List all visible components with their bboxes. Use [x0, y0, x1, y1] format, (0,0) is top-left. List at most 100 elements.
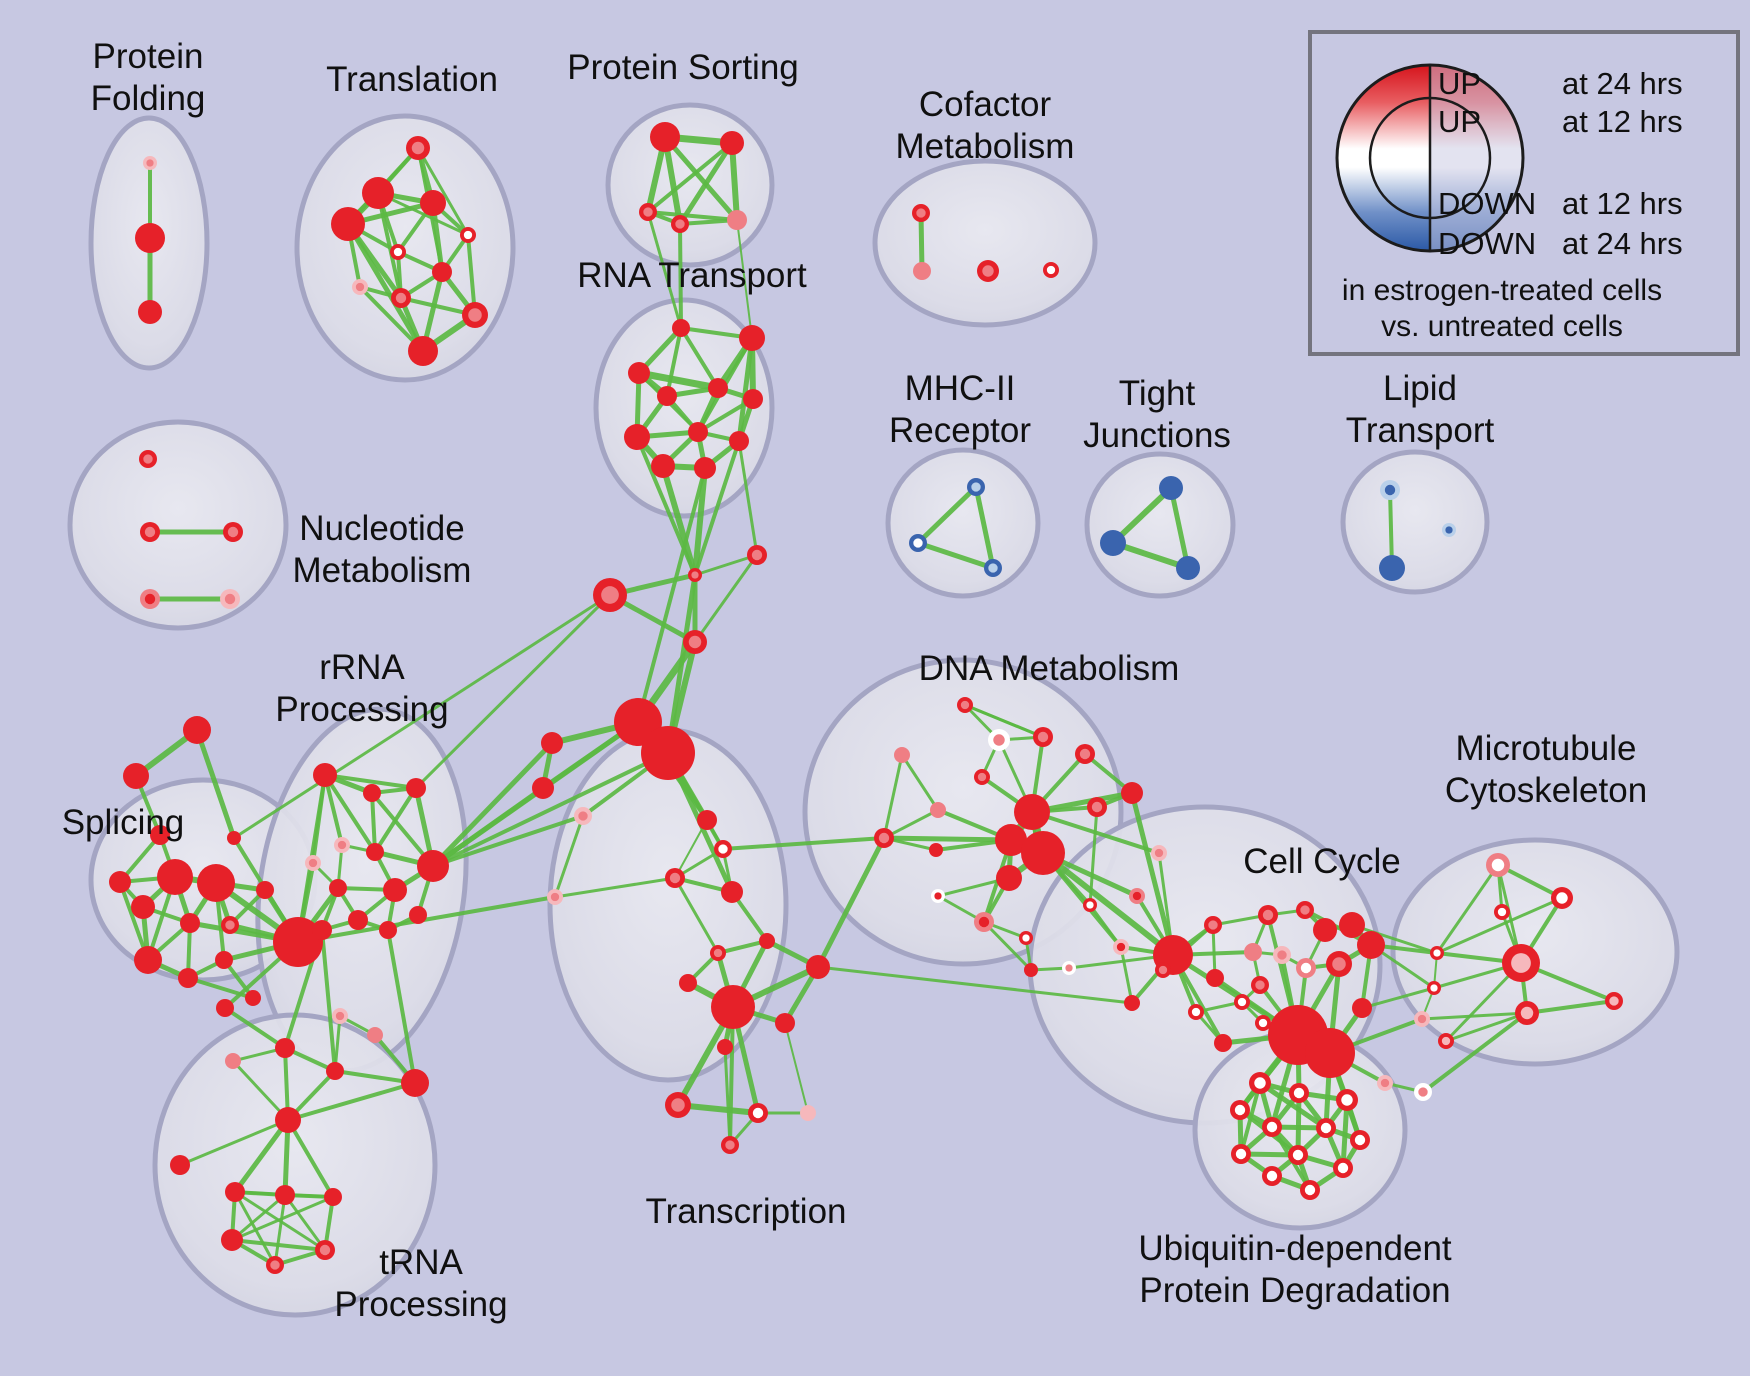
- gene-node-tr8[interactable]: [679, 974, 697, 992]
- gene-node-m1[interactable]: [541, 732, 563, 754]
- gene-node-mh3[interactable]: [984, 559, 1002, 577]
- gene-node-br3[interactable]: [1414, 1011, 1430, 1027]
- gene-node-tr10[interactable]: [711, 985, 755, 1029]
- gene-node-ps3[interactable]: [639, 203, 657, 221]
- gene-node-ps4[interactable]: [671, 215, 689, 233]
- gene-node-rr5[interactable]: [305, 855, 321, 871]
- gene-node-dnx[interactable]: [1124, 995, 1140, 1011]
- gene-node-dn20[interactable]: [957, 697, 973, 713]
- gene-node-tr9[interactable]: [806, 955, 830, 979]
- gene-node-tr3[interactable]: [665, 868, 685, 888]
- gene-node-tl11[interactable]: [408, 336, 438, 366]
- gene-node-sp1[interactable]: [157, 859, 193, 895]
- gene-node-ub5[interactable]: [1262, 1117, 1282, 1137]
- gene-node-rt1[interactable]: [672, 319, 690, 337]
- gene-node-ub11[interactable]: [1262, 1166, 1282, 1186]
- gene-node-m2[interactable]: [532, 777, 554, 799]
- gene-node-tl10[interactable]: [462, 302, 488, 328]
- gene-node-sp10[interactable]: [150, 825, 170, 845]
- gene-node-cc4[interactable]: [1313, 918, 1337, 942]
- gene-node-dn15[interactable]: [1019, 931, 1033, 945]
- gene-node-tr12[interactable]: [775, 1013, 795, 1033]
- gene-node-m3[interactable]: [574, 807, 592, 825]
- gene-node-tl5[interactable]: [460, 227, 476, 243]
- gene-node-rr8[interactable]: [383, 878, 407, 902]
- gene-node-sp_t3[interactable]: [227, 831, 241, 845]
- gene-node-tl6[interactable]: [390, 244, 406, 260]
- gene-node-cf4[interactable]: [1043, 262, 1059, 278]
- gene-node-rr2[interactable]: [363, 784, 381, 802]
- gene-node-mc1[interactable]: [1486, 853, 1510, 877]
- gene-node-rr15[interactable]: [401, 1069, 429, 1097]
- gene-node-dn18[interactable]: [1024, 963, 1038, 977]
- gene-node-rt10[interactable]: [651, 454, 675, 478]
- gene-node-br1[interactable]: [1430, 946, 1444, 960]
- gene-node-cc13[interactable]: [1188, 1004, 1204, 1020]
- gene-node-ub9[interactable]: [1288, 1145, 1308, 1165]
- gene-node-dn16[interactable]: [1083, 898, 1097, 912]
- gene-node-tn1[interactable]: [225, 1182, 245, 1202]
- gene-node-tr7[interactable]: [710, 945, 726, 961]
- gene-node-cc2[interactable]: [1258, 905, 1278, 925]
- gene-node-tr4[interactable]: [721, 881, 743, 903]
- gene-node-dn2[interactable]: [1033, 727, 1053, 747]
- gene-node-tr15[interactable]: [800, 1105, 816, 1121]
- gene-node-mc3[interactable]: [1494, 904, 1510, 920]
- gene-node-dn6[interactable]: [1121, 782, 1143, 804]
- gene-node-ps1[interactable]: [650, 122, 680, 152]
- gene-node-rt8[interactable]: [688, 422, 708, 442]
- gene-node-rt2[interactable]: [739, 325, 765, 351]
- gene-node-tr5[interactable]: [547, 889, 563, 905]
- gene-node-ub3[interactable]: [1336, 1089, 1358, 1111]
- gene-node-dn4[interactable]: [974, 769, 990, 785]
- gene-node-dn_h2[interactable]: [995, 824, 1027, 856]
- gene-node-mc4[interactable]: [1502, 944, 1540, 982]
- gene-node-br5[interactable]: [1377, 1075, 1393, 1091]
- gene-node-cc11[interactable]: [1251, 976, 1269, 994]
- gene-node-dn17[interactable]: [1113, 939, 1129, 955]
- gene-node-lp2[interactable]: [1379, 555, 1405, 581]
- gene-node-rr_r[interactable]: [417, 850, 449, 882]
- gene-node-cc15[interactable]: [1305, 1028, 1355, 1078]
- gene-node-rr12[interactable]: [409, 906, 427, 924]
- gene-node-cc6[interactable]: [1273, 946, 1291, 964]
- gene-node-ub2[interactable]: [1289, 1083, 1309, 1103]
- gene-node-tj2[interactable]: [1100, 530, 1126, 556]
- gene-node-cc1[interactable]: [1204, 916, 1222, 934]
- gene-node-sp_t2[interactable]: [123, 763, 149, 789]
- gene-node-lp3[interactable]: [1442, 523, 1456, 537]
- gene-node-dn14[interactable]: [974, 912, 994, 932]
- gene-node-sp12[interactable]: [245, 990, 261, 1006]
- gene-node-rr4[interactable]: [334, 837, 350, 853]
- gene-node-dn13[interactable]: [931, 889, 945, 903]
- gene-node-nm2[interactable]: [140, 522, 160, 542]
- gene-node-dn1[interactable]: [988, 729, 1010, 751]
- gene-node-rr18[interactable]: [216, 999, 234, 1017]
- gene-node-dn12[interactable]: [1129, 888, 1145, 904]
- gene-node-tl4[interactable]: [331, 207, 365, 241]
- gene-node-br4[interactable]: [1438, 1033, 1454, 1049]
- gene-node-sp5[interactable]: [221, 916, 239, 934]
- gene-node-rr16[interactable]: [326, 1062, 344, 1080]
- gene-node-c1[interactable]: [688, 568, 702, 582]
- gene-node-rt6[interactable]: [743, 389, 763, 409]
- gene-node-tr16[interactable]: [721, 1136, 739, 1154]
- gene-node-mc6[interactable]: [1605, 992, 1623, 1010]
- gene-node-mh2[interactable]: [909, 534, 927, 552]
- gene-node-cc16[interactable]: [1214, 1034, 1232, 1052]
- gene-node-tn4[interactable]: [221, 1229, 243, 1251]
- gene-node-dn7[interactable]: [1087, 797, 1107, 817]
- gene-node-rr9[interactable]: [348, 910, 368, 930]
- gene-node-ps2[interactable]: [720, 131, 744, 155]
- gene-node-c2[interactable]: [593, 578, 627, 612]
- gene-node-tn3[interactable]: [324, 1188, 342, 1206]
- gene-node-nm5[interactable]: [220, 589, 240, 609]
- gene-node-lp1[interactable]: [1380, 480, 1400, 500]
- gene-node-ps5[interactable]: [727, 210, 747, 230]
- gene-node-cc9[interactable]: [1357, 931, 1385, 959]
- gene-node-tl3[interactable]: [420, 190, 446, 216]
- gene-node-ub10[interactable]: [1333, 1158, 1353, 1178]
- gene-node-rr11[interactable]: [379, 921, 397, 939]
- gene-node-tn6[interactable]: [266, 1256, 284, 1274]
- gene-node-rr13[interactable]: [332, 1008, 348, 1024]
